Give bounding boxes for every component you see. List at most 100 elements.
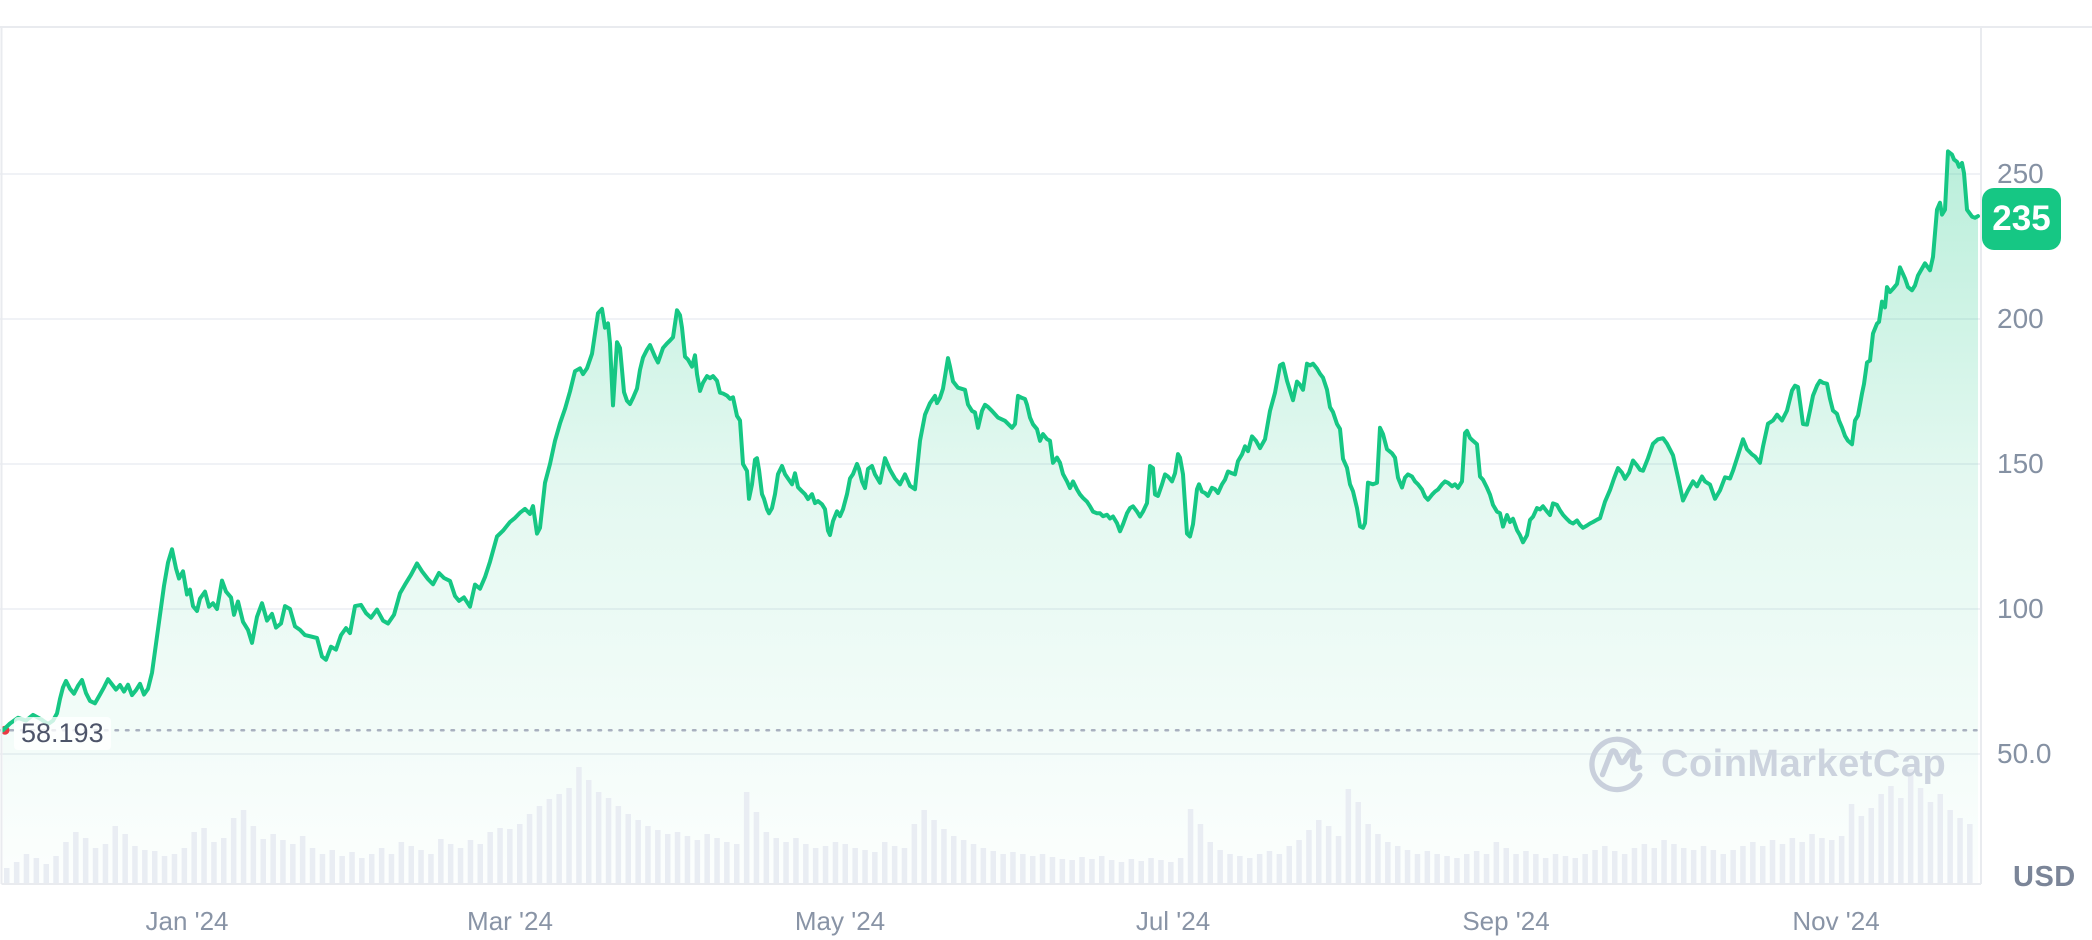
volume-bar — [931, 820, 937, 884]
x-axis-label: May '24 — [794, 906, 886, 936]
volume-bar — [714, 838, 720, 884]
volume-bar — [1345, 789, 1352, 884]
volume-bar — [1247, 858, 1253, 884]
volume-bar — [1710, 850, 1717, 884]
volume-bar — [694, 840, 701, 884]
volume-bar — [408, 846, 414, 884]
volume-bar — [13, 862, 20, 884]
volume-bar — [566, 788, 572, 884]
volume-bar — [1740, 846, 1746, 884]
volume-bar — [872, 852, 878, 884]
volume-bar — [467, 840, 474, 884]
currency-label: USD — [2013, 861, 2076, 893]
volume-bar — [862, 850, 868, 884]
volume-bar — [1316, 820, 1322, 884]
volume-bar — [1197, 824, 1204, 884]
volume-bar — [901, 848, 908, 884]
watermark-text: CoinMarketCap — [1661, 743, 1947, 785]
volume-bar — [1760, 846, 1766, 884]
volume-bar — [1434, 854, 1440, 884]
volume-bar — [1907, 769, 1914, 884]
volume-bar — [1325, 826, 1332, 884]
volume-bar — [645, 826, 651, 884]
volume-bar — [605, 798, 612, 884]
volume-bar — [1690, 850, 1697, 884]
volume-bar — [842, 844, 848, 884]
volume-bar — [970, 844, 977, 884]
volume-bar — [53, 856, 59, 884]
y-axis-label: 100 — [1997, 593, 2044, 624]
volume-bar — [112, 826, 118, 884]
volume-bar — [1750, 842, 1756, 884]
volume-bar — [1651, 848, 1657, 884]
volume-bar — [1927, 802, 1934, 884]
volume-bar — [201, 828, 207, 884]
volume-bar — [1523, 851, 1529, 884]
volume-bar — [181, 848, 188, 884]
volume-bar — [1957, 818, 1963, 884]
volume-bar — [1641, 844, 1648, 884]
volume-bar — [92, 848, 99, 884]
volume-bar — [1592, 850, 1598, 884]
volume-bar — [1838, 836, 1845, 884]
volume-bar — [1395, 846, 1401, 884]
volume-bar — [1503, 848, 1509, 884]
volume-bar — [832, 842, 839, 884]
volume-bar — [1917, 788, 1924, 884]
volume-bar — [1878, 794, 1884, 884]
volume-bar — [388, 854, 395, 884]
volume-bar — [655, 830, 661, 884]
volume-bar — [487, 832, 493, 884]
volume-bar — [1365, 824, 1371, 884]
volume-bar — [1513, 854, 1519, 884]
volume-bar — [152, 851, 158, 884]
volume-bar — [1108, 860, 1115, 884]
volume-bar — [1858, 816, 1865, 884]
volume-bar — [783, 842, 789, 884]
volume-bar — [1177, 858, 1184, 884]
volume-bar — [23, 854, 30, 884]
price-line — [1, 149, 1980, 733]
volume-bar — [1424, 851, 1431, 884]
volume-bar — [309, 848, 316, 884]
volume-bar — [852, 848, 858, 884]
volume-bar — [142, 850, 148, 884]
volume-bar — [704, 834, 710, 884]
volume-bar — [270, 834, 276, 884]
volume-bar — [1868, 808, 1874, 884]
volume-bar — [1049, 857, 1056, 884]
volume-bar — [63, 842, 69, 884]
volume-bar — [161, 856, 168, 884]
volume-bar — [1335, 836, 1342, 884]
volume-bar — [132, 846, 138, 884]
volume-bar — [517, 824, 523, 884]
volume-bar — [556, 794, 562, 884]
volume-bar — [1444, 856, 1450, 884]
volume-bar — [1020, 854, 1026, 884]
volume-bar — [457, 848, 464, 884]
volume-bar — [359, 858, 365, 884]
y-axis-label: 200 — [1997, 303, 2044, 334]
volume-bar — [1819, 838, 1825, 884]
volume-bar — [1276, 854, 1283, 884]
volume-bar — [1266, 851, 1273, 884]
volume-bar — [1730, 850, 1736, 884]
volume-bar — [1030, 856, 1036, 884]
volume-bar — [763, 832, 770, 884]
volume-bar — [1789, 838, 1796, 884]
open-price-label: 58.193 — [14, 717, 111, 750]
volume-bar — [921, 810, 927, 884]
volume-bar — [1661, 840, 1667, 884]
volume-bar — [1779, 844, 1786, 884]
volume-bar — [684, 836, 691, 884]
x-axis-label: Jul '24 — [1135, 906, 1211, 936]
volume-bar — [753, 812, 760, 884]
volume-bar — [1947, 810, 1953, 884]
volume-bar — [329, 850, 335, 884]
volume-bar — [1681, 848, 1687, 884]
volume-bar — [319, 854, 326, 884]
volume-bar — [822, 846, 829, 884]
volume-bar — [43, 864, 49, 884]
